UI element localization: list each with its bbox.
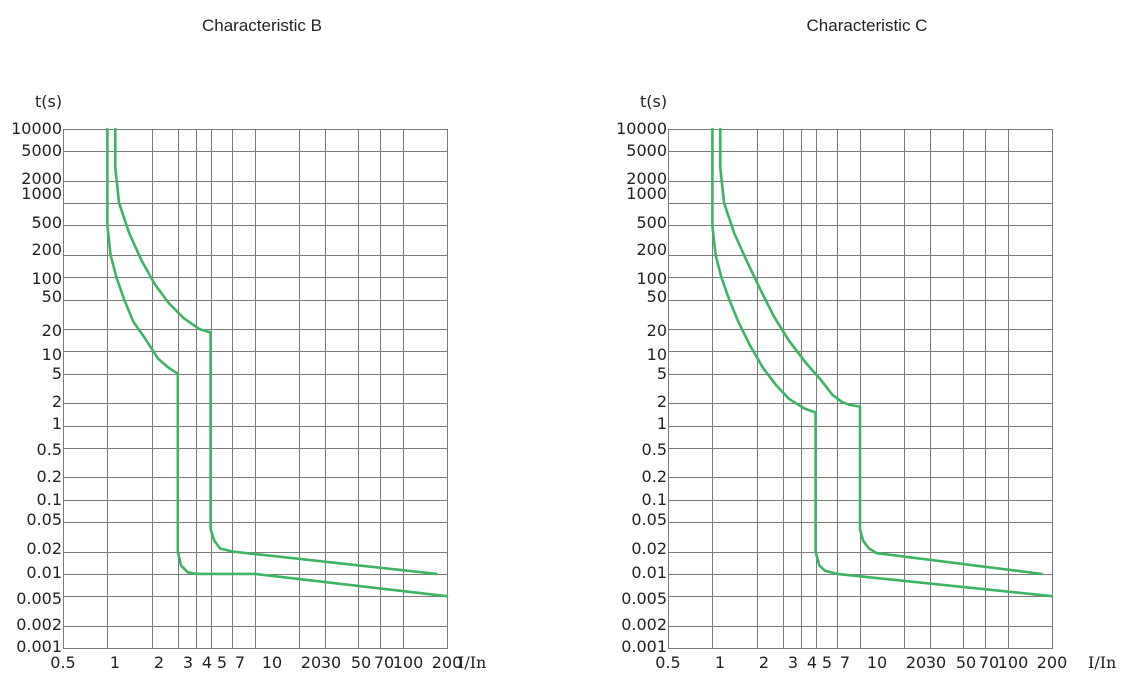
y-tick-label: 0.01: [631, 563, 667, 582]
y-tick-label: 20: [42, 321, 62, 340]
y-tick-label: 1: [52, 414, 62, 433]
x-tick-label: 30: [926, 653, 946, 672]
y-tick-label: 0.2: [37, 467, 62, 486]
x-tick-label: 2: [154, 653, 164, 672]
y-tick-label: 0.02: [26, 539, 62, 558]
y-tick-label: 0.1: [37, 490, 62, 509]
y-tick-label: 200: [636, 240, 667, 259]
y-axis-label: t(s): [640, 92, 667, 111]
y-tick-label: 0.5: [642, 440, 667, 459]
chart-title: Characteristic C: [807, 16, 928, 35]
x-tick-label: 200: [1037, 653, 1068, 672]
y-tick-label: 50: [647, 287, 667, 306]
x-tick-label: 3: [788, 653, 798, 672]
x-tick-label: 10: [262, 653, 282, 672]
x-tick-label: 0.5: [50, 653, 75, 672]
x-tick-label: 1: [110, 653, 120, 672]
x-tick-label: 7: [235, 653, 245, 672]
series-line-2: [114, 127, 438, 576]
y-tick-label: 50: [42, 287, 62, 306]
x-tick-label: 50: [351, 653, 371, 672]
y-tick-label: 5: [657, 364, 667, 383]
y-tick-label: 20: [647, 321, 667, 340]
x-tick-label: 100: [393, 653, 424, 672]
x-tick-label: 0.5: [655, 653, 680, 672]
y-tick-label: 5000: [21, 141, 62, 160]
series-line-1: [106, 127, 449, 598]
y-tick-label: 2000: [626, 169, 667, 188]
x-tick-label: 4: [807, 653, 817, 672]
y-tick-label: 0.001: [16, 637, 62, 656]
chart-characteristic-b: Characteristic B t(s) I/In 1000050002000…: [11, 16, 486, 672]
x-tick-label: 10: [867, 653, 887, 672]
y-tick-label: 0.02: [631, 539, 667, 558]
y-tick-label: 500: [31, 213, 62, 232]
x-tick-label: 200: [432, 653, 463, 672]
x-tick-label: 30: [321, 653, 341, 672]
x-axis-label: I/In: [1088, 653, 1116, 672]
y-tick-label: 500: [636, 213, 667, 232]
chart-title: Characteristic B: [202, 16, 322, 35]
series: [106, 127, 449, 598]
x-tick-label: 7: [840, 653, 850, 672]
x-tick-label: 4: [202, 653, 212, 672]
x-tick-label: 20: [906, 653, 926, 672]
y-tick-label: 2: [657, 392, 667, 411]
y-tick-label: 10000: [11, 119, 62, 138]
y-axis-label: t(s): [35, 92, 62, 111]
x-tick-label: 5: [822, 653, 832, 672]
y-tick-label: 0.002: [621, 615, 667, 634]
series-line-2: [719, 127, 1043, 576]
y-tick-label: 10: [42, 345, 62, 364]
series-line-1: [711, 127, 1054, 598]
x-tick-label: 5: [217, 653, 227, 672]
y-tick-label: 0.002: [16, 615, 62, 634]
y-tick-label: 0.005: [16, 589, 62, 608]
x-tick-label: 2: [759, 653, 769, 672]
y-tick-label: 5: [52, 364, 62, 383]
y-tick-label: 0.001: [621, 637, 667, 656]
x-tick-label: 100: [998, 653, 1029, 672]
y-tick-label: 0.005: [621, 589, 667, 608]
y-tick-label: 10: [647, 345, 667, 364]
y-tick-label: 1000: [21, 184, 62, 203]
y-tick-label: 0.2: [642, 467, 667, 486]
y-tick-label: 2: [52, 392, 62, 411]
x-tick-label: 50: [956, 653, 976, 672]
x-tick-label: 1: [715, 653, 725, 672]
x-tick-label: 70: [979, 653, 999, 672]
y-tick-label: 0.01: [26, 563, 62, 582]
y-tick-label: 0.05: [26, 510, 62, 529]
grid: [63, 129, 448, 649]
y-tick-label: 200: [31, 240, 62, 259]
x-tick-label: 3: [183, 653, 193, 672]
x-tick-label: 70: [374, 653, 394, 672]
y-tick-label: 10000: [616, 119, 667, 138]
x-axis-label: I/In: [458, 653, 486, 672]
x-tick-label: 20: [301, 653, 321, 672]
chart-characteristic-c: Characteristic C t(s) I/In 1000050002000…: [616, 16, 1116, 672]
y-tick-label: 0.05: [631, 510, 667, 529]
y-tick-label: 0.1: [642, 490, 667, 509]
y-tick-label: 1000: [626, 184, 667, 203]
y-tick-label: 100: [31, 269, 62, 288]
y-tick-label: 5000: [626, 141, 667, 160]
series: [711, 127, 1054, 598]
y-tick-label: 1: [657, 414, 667, 433]
y-tick-label: 0.5: [37, 440, 62, 459]
y-tick-label: 2000: [21, 169, 62, 188]
y-tick-label: 100: [636, 269, 667, 288]
